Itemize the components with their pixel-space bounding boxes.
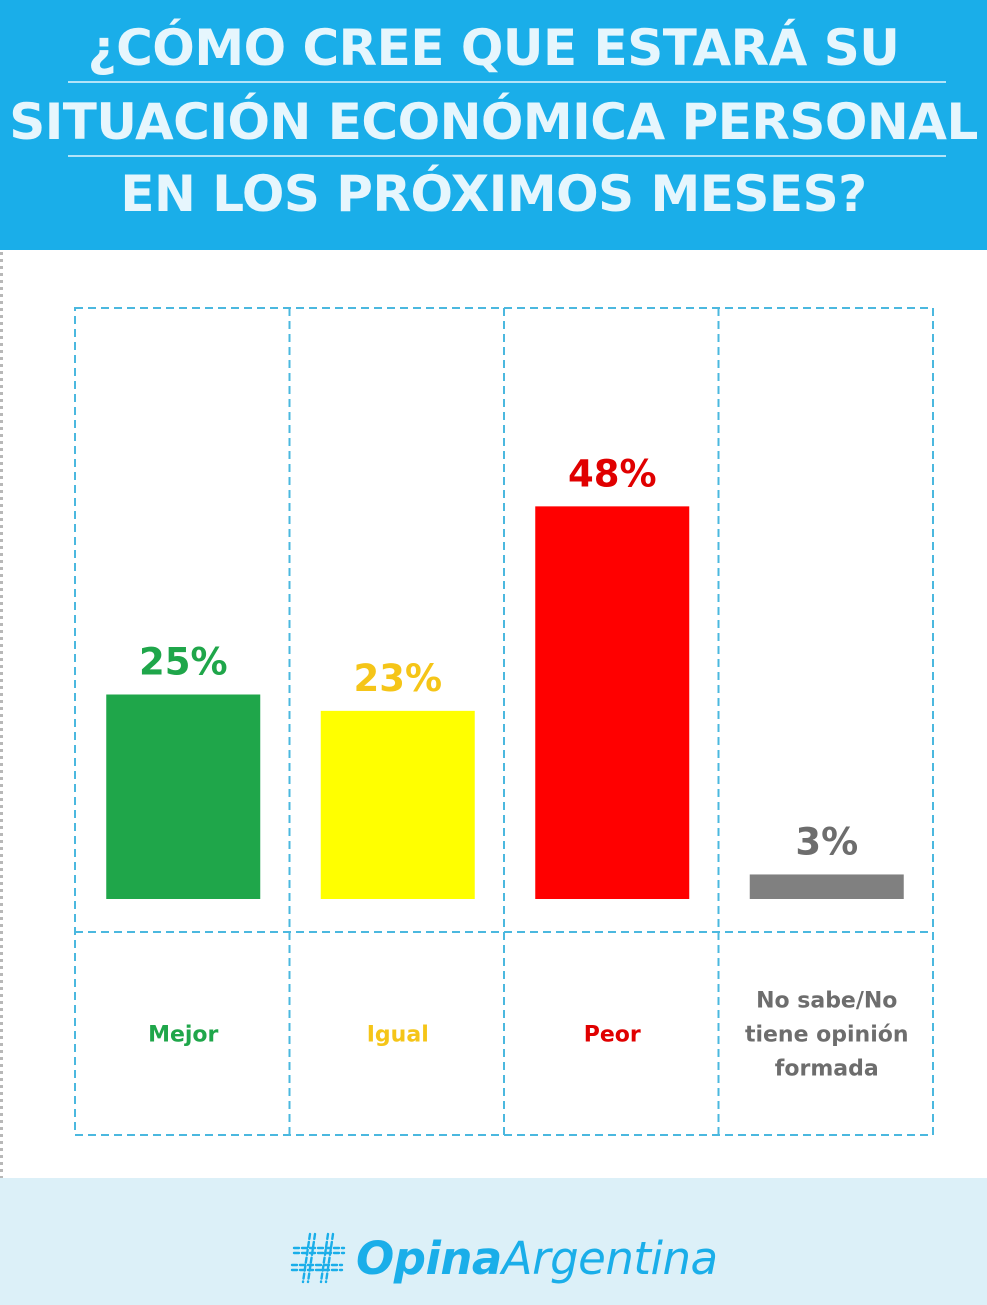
bar-0: [106, 694, 261, 899]
title-line-3: EN LOS PRÓXIMOS MESES?: [120, 165, 867, 223]
category-label-line: Igual: [367, 1023, 429, 1048]
category-label-line: Mejor: [148, 1023, 218, 1048]
left-edge-decoration: [0, 0, 3, 1305]
category-label: Igual: [367, 1023, 429, 1048]
category-label: No sabe/No tiene opinión formada: [745, 989, 909, 1082]
footer-band: [0, 1178, 987, 1305]
category-label-line: No sabe/No: [756, 989, 897, 1014]
category-label-line: tiene opinión: [745, 1023, 909, 1048]
title-rule-2: [68, 155, 946, 157]
brand-name-bold: Opina: [356, 1231, 502, 1285]
category-label: Mejor: [148, 1023, 218, 1048]
title-line-1: ¿CÓMO CREE QUE ESTARÁ SU: [87, 19, 900, 77]
category-label-line: formada: [775, 1057, 879, 1082]
bar-2: [535, 506, 690, 899]
brand-name: OpinaArgentina: [356, 1232, 718, 1285]
bar-3: [749, 874, 904, 899]
bar-chart: 25% Mejor 23% Igual 48% Peor 3% No sabe/No tiene…: [74, 307, 934, 1136]
hashtag-icon: [290, 1232, 346, 1284]
value-label: 48%: [568, 452, 657, 495]
title-line-2: SITUACIÓN ECONÓMICA PERSONAL: [9, 93, 978, 151]
bar-1: [320, 710, 475, 899]
title-banner: ¿CÓMO CREE QUE ESTARÁ SU SITUACIÓN ECONÓ…: [0, 0, 987, 250]
value-label: 23%: [353, 657, 442, 700]
value-label: 25%: [139, 641, 228, 684]
title-rule-1: [68, 81, 946, 83]
brand-logo: OpinaArgentina: [290, 1228, 718, 1288]
category-label: Peor: [584, 1023, 641, 1048]
category-label-line: Peor: [584, 1023, 641, 1048]
value-label: 3%: [795, 820, 858, 863]
brand-name-regular: Argentina: [501, 1231, 718, 1285]
